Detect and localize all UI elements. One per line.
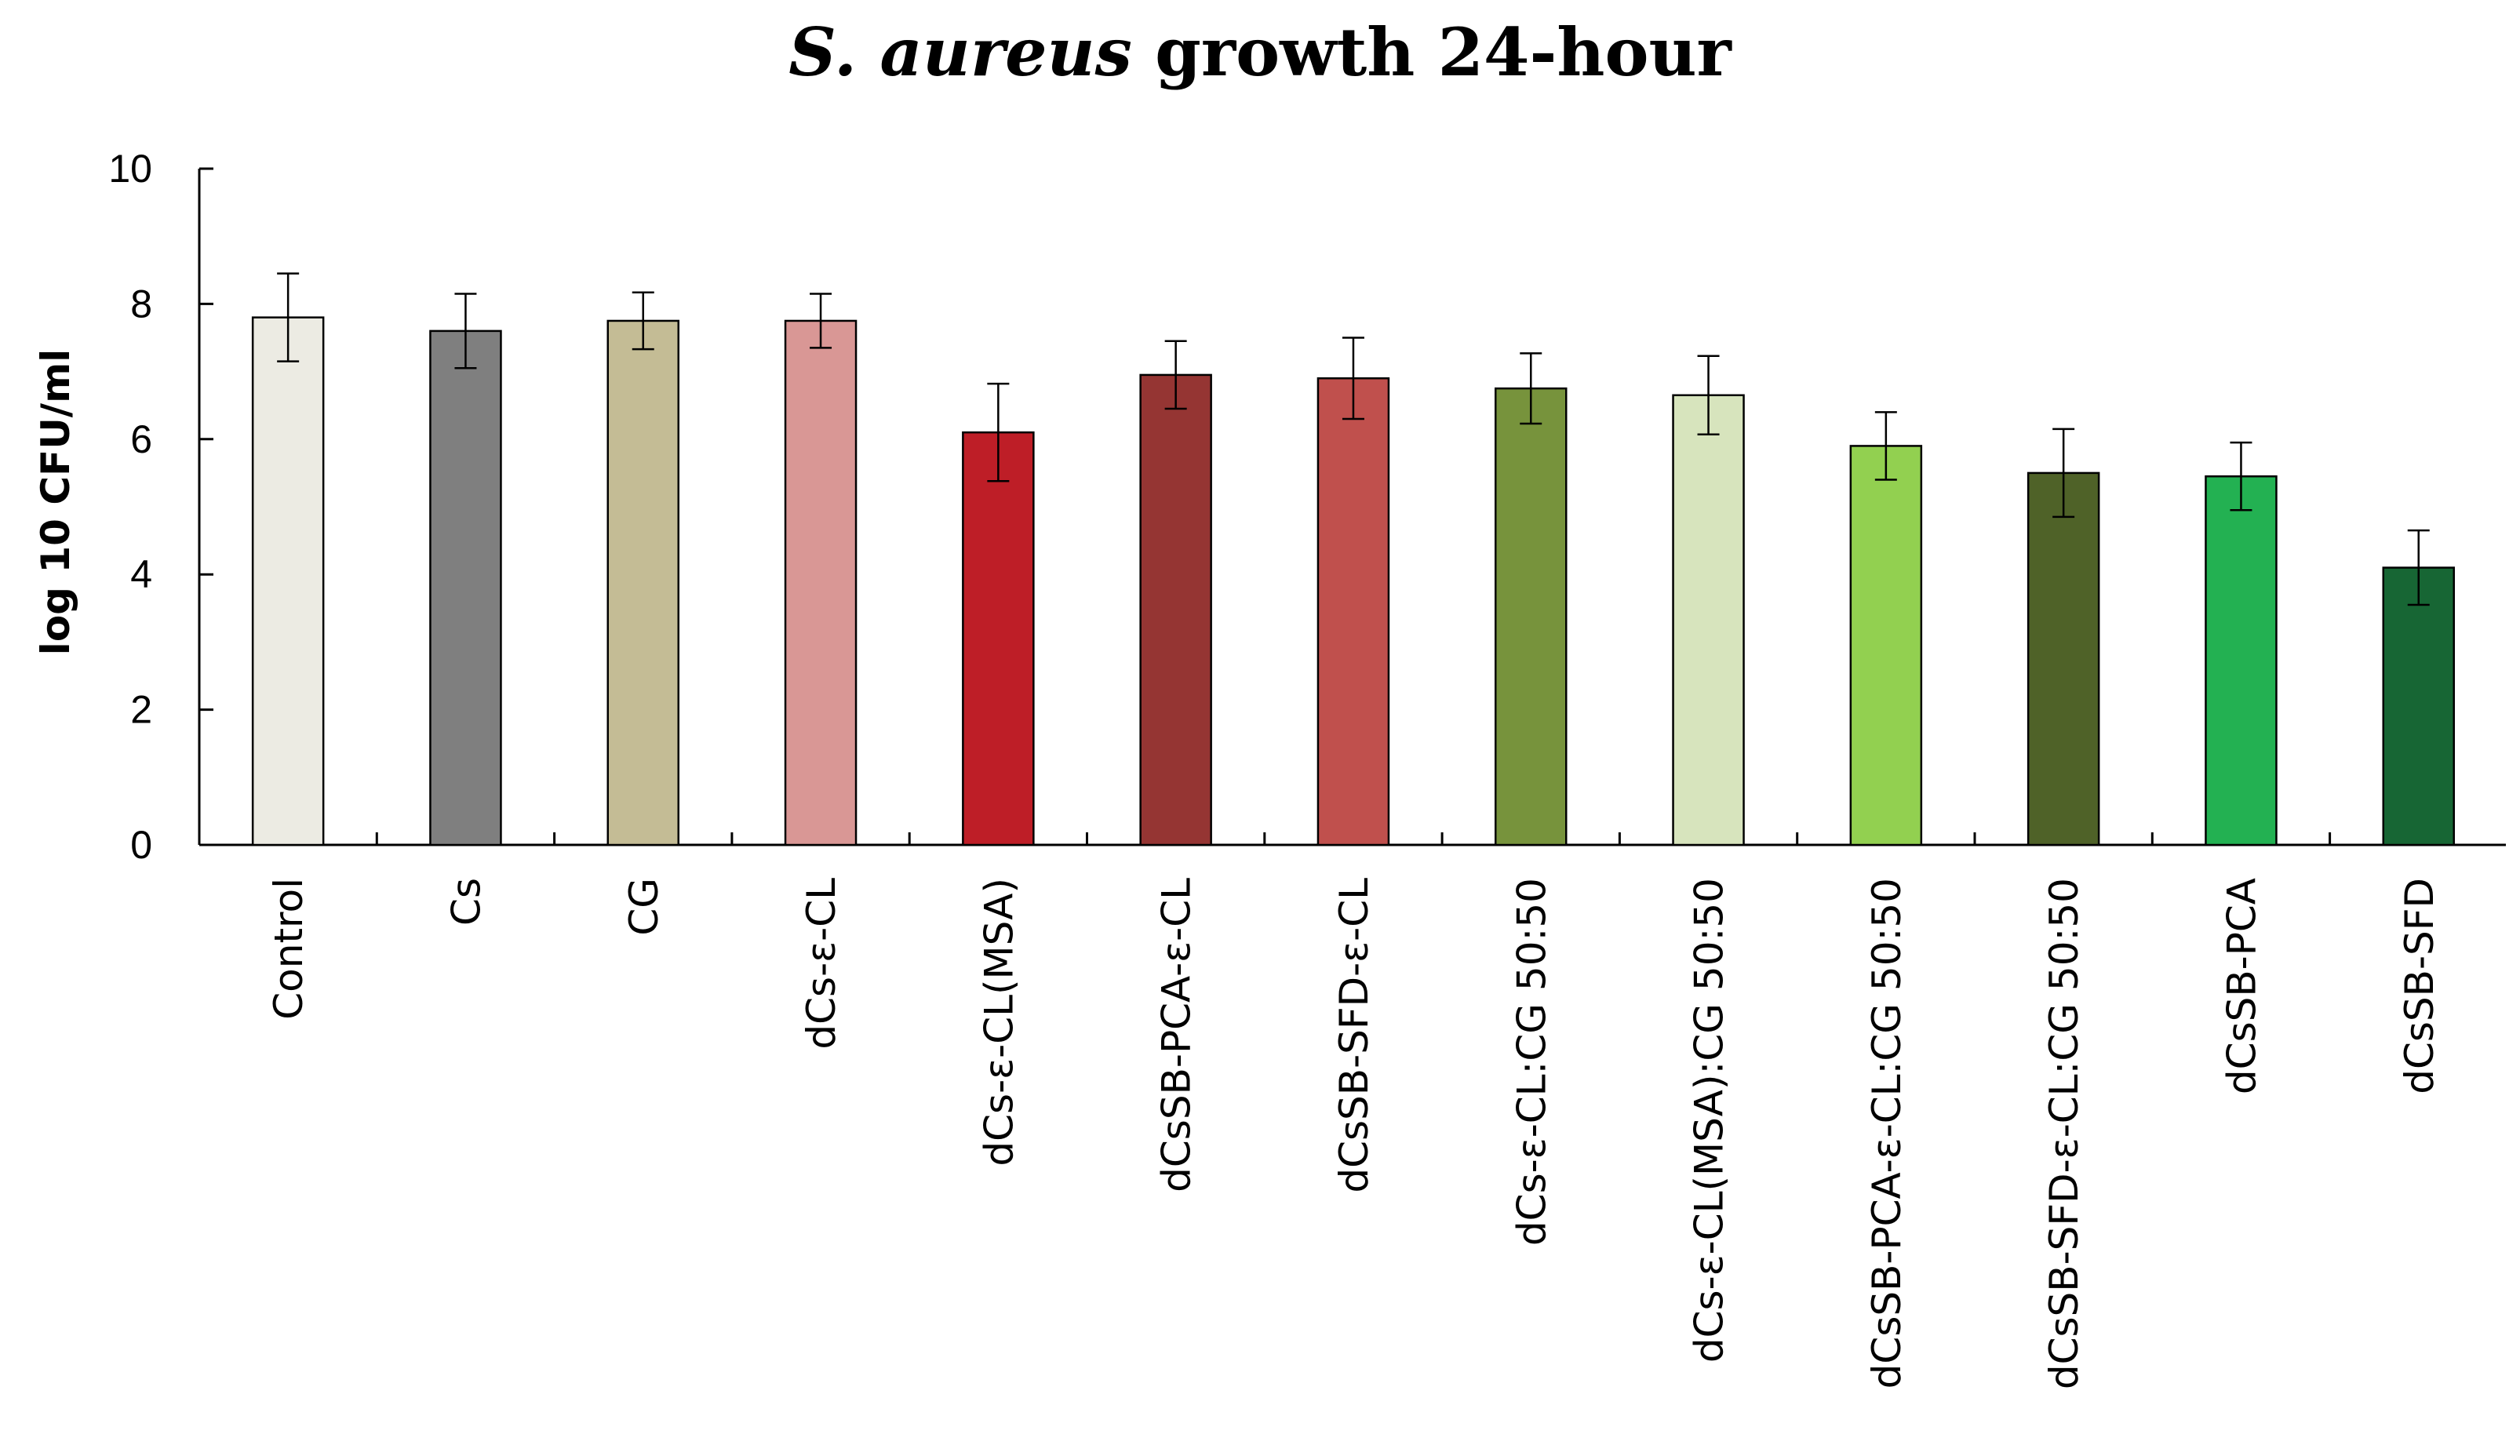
y-tick-label: 6 (130, 417, 152, 461)
y-axis-title: log 10 CFU/ml (33, 349, 78, 656)
y-tick-label: 0 (130, 823, 152, 867)
x-tick-label: CG (621, 878, 667, 936)
bar (1495, 387, 1568, 846)
bar (2382, 566, 2455, 846)
bar (1672, 394, 1745, 846)
x-tick-label: dCs-ε-CL:CG 50:50 (1509, 878, 1554, 1246)
y-tick-label: 8 (130, 282, 152, 326)
x-tick-label: dCsSB-SFD (2397, 878, 2442, 1094)
bar (251, 316, 325, 846)
y-tick-label: 4 (130, 552, 152, 596)
error-bars (277, 272, 2430, 606)
x-labels: Control Cs CG dCs-ε-CL dCs-ε-CL(MSA) dCsSB-PC… (266, 878, 2442, 1389)
chart-title-rest: growth 24-hour (1132, 13, 1733, 91)
bar (962, 431, 1035, 846)
chart-title-italic: S. aureus (788, 13, 1132, 91)
x-tick-label: dCs-ε-CL(MSA) (976, 878, 1021, 1167)
chart-title: S. aureus growth 24-hour (788, 13, 1732, 91)
x-tick-label: dCsSB-PCA-ε-CL (1154, 878, 1200, 1192)
bar (429, 329, 502, 846)
bar (1849, 445, 1923, 846)
bar (784, 319, 858, 846)
bar (606, 319, 679, 846)
bar (2205, 475, 2278, 846)
x-tick-label: dCsSB-PCA (2219, 878, 2264, 1094)
x-tick-label: Control (266, 878, 311, 1020)
y-tick-label: 10 (108, 147, 152, 191)
y-ticks: 0 2 4 6 8 10 (108, 147, 213, 867)
x-tick-label: dCs-ε-CL (799, 878, 844, 1050)
x-tick-label: Cs (443, 878, 489, 926)
bars (251, 316, 2455, 846)
x-tick-label: dCsSB-SFD-ε-CL:CG 50:50 (2041, 878, 2087, 1389)
x-tick-label: dCsSB-PCA-ε-CL:CG 50:50 (1864, 878, 1910, 1389)
x-tick-label: dCs-ε-CL(MSA):CG 50:50 (1687, 878, 1732, 1363)
y-tick-label: 2 (130, 688, 152, 732)
bar (2027, 471, 2100, 846)
bar (1316, 377, 1390, 846)
bar (1139, 373, 1212, 846)
x-tick-label: dCsSB-SFD-ε-CL (1331, 878, 1377, 1193)
